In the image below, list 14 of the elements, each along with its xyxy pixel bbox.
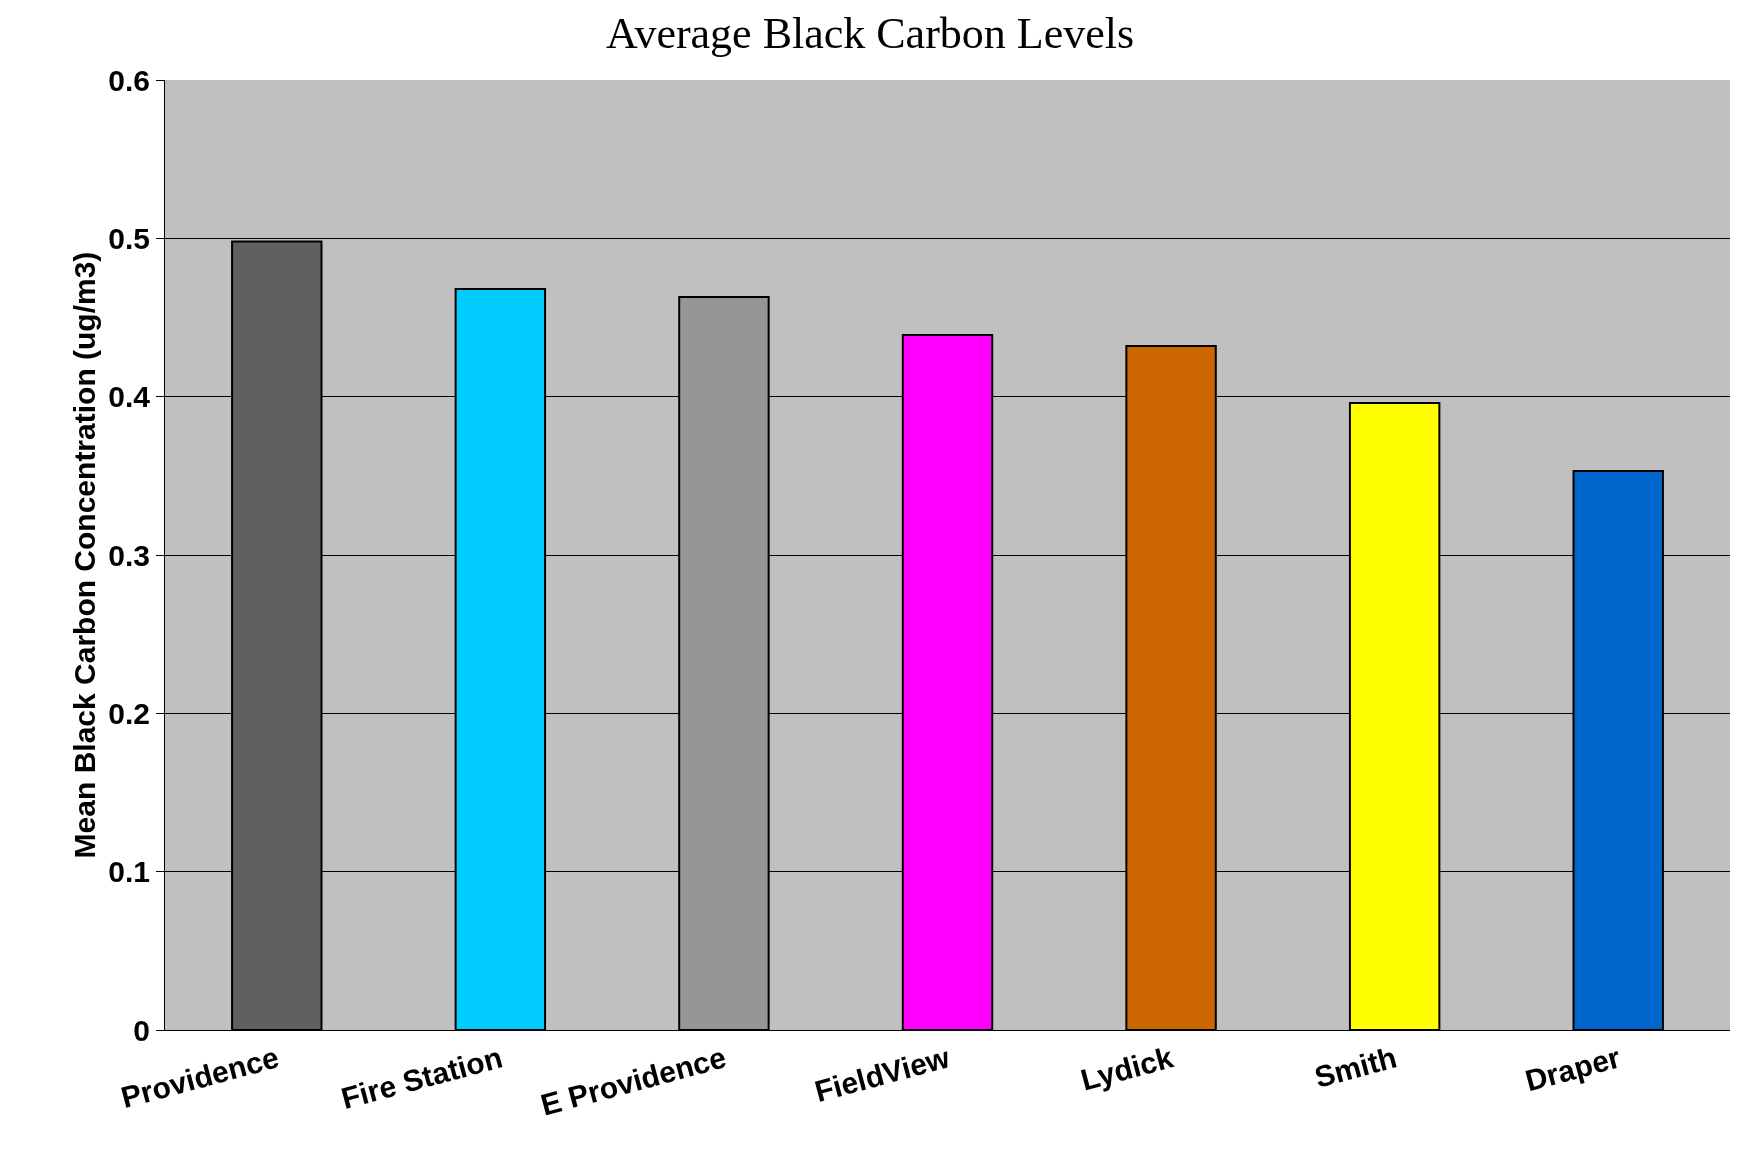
x-tick-label: Draper xyxy=(1521,1040,1624,1098)
y-tick-label: 0.6 xyxy=(108,63,150,97)
x-tick-label: Lydick xyxy=(1077,1040,1177,1097)
y-tick-label: 0 xyxy=(133,1013,150,1047)
y-axis-title: Mean Black Carbon Concentration (ug/m3) xyxy=(68,251,101,859)
y-tick-label: 0.2 xyxy=(108,696,150,730)
y-tick-label: 0.3 xyxy=(108,538,150,572)
y-tick-label: 0.5 xyxy=(108,221,150,255)
x-tick-label: Fire Station xyxy=(337,1040,506,1115)
chart-title: Average Black Carbon Levels xyxy=(605,9,1135,59)
y-tick-label: 0.4 xyxy=(108,380,151,414)
x-tick-label: Smith xyxy=(1311,1040,1401,1094)
x-tick-label: FieldView xyxy=(811,1040,954,1108)
y-tick-label: 0.1 xyxy=(108,855,150,889)
